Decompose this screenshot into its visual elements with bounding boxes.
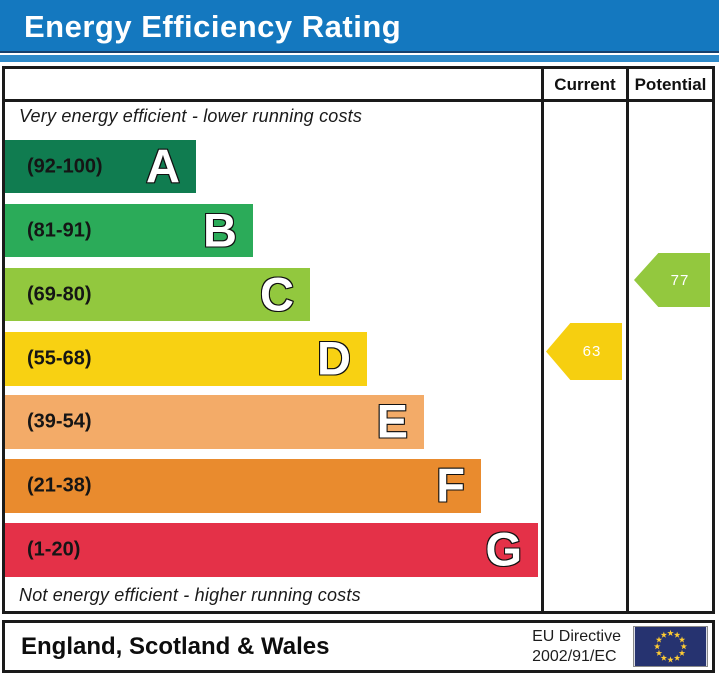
band-b-range-label: (81-91) [27, 219, 92, 241]
region-label: England, Scotland & Wales [21, 632, 330, 660]
caption-not-efficient: Not energy efficient - higher running co… [19, 585, 361, 605]
footer-bar: England, Scotland & Wales EU Directive 2… [2, 620, 715, 673]
current-rating-arrow: 63 [546, 323, 622, 380]
current-column-header: Current [554, 75, 616, 94]
band-f-letter: F [435, 458, 466, 512]
eu-directive-line1: EU Directive [532, 627, 621, 645]
band-d: (55-68) D [5, 332, 367, 386]
band-e: (39-54) E [5, 395, 424, 449]
current-rating-value: 63 [582, 343, 602, 360]
page-title: Energy Efficiency Rating [24, 9, 402, 44]
column-divider-potential [626, 69, 629, 611]
header-row [5, 69, 712, 102]
band-b: (81-91) B [5, 204, 253, 257]
band-d-letter: D [316, 331, 352, 385]
potential-rating-value: 77 [670, 271, 690, 289]
caption-very-efficient: Very energy efficient - lower running co… [19, 106, 363, 126]
band-c-letter: C [259, 267, 295, 321]
eu-directive-line2: 2002/91/EC [532, 647, 617, 665]
band-a: (92-100) A [5, 140, 196, 193]
band-f: (21-38) F [5, 459, 481, 513]
band-c: (69-80) C [5, 268, 310, 321]
band-a-letter: A [145, 139, 181, 193]
band-g-range-label: (1-20) [27, 538, 81, 561]
band-b-letter: B [202, 203, 238, 257]
potential-column-header: Potential [634, 75, 707, 94]
potential-rating-arrow: 77 [634, 253, 710, 307]
column-divider-current [541, 69, 544, 611]
band-d-range-label: (55-68) [27, 347, 92, 370]
eu-directive-label: EU Directive 2002/91/EC [532, 627, 621, 667]
band-a-range-label: (92-100) [27, 155, 103, 177]
band-e-letter: E [376, 394, 409, 448]
eu-flag-icon [633, 626, 708, 667]
energy-rating-chart: Current Potential Very energy efficient … [2, 66, 715, 614]
title-banner [0, 0, 719, 53]
band-c-range-label: (69-80) [27, 283, 92, 305]
band-g: (1-20) G [5, 523, 538, 577]
banner-accent-strip [0, 55, 719, 62]
band-g-letter: G [484, 522, 523, 576]
band-f-range-label: (21-38) [27, 474, 92, 497]
band-e-range-label: (39-54) [27, 410, 92, 433]
